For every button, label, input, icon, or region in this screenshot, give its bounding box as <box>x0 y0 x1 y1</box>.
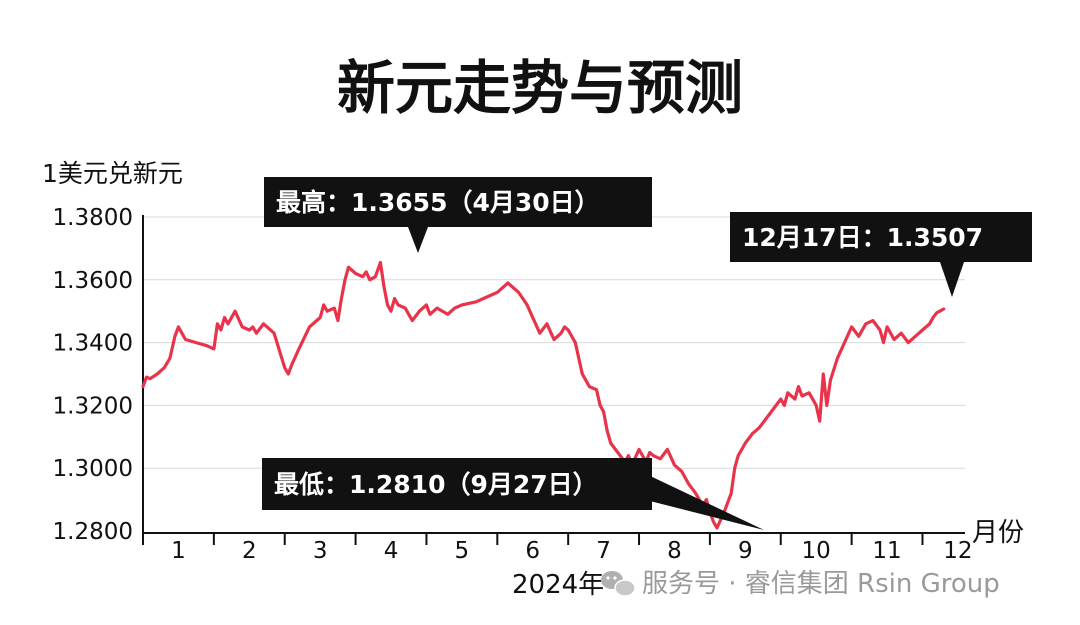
callout-low-box <box>262 458 652 510</box>
x-tick-label: 5 <box>455 538 470 564</box>
callout-high-box <box>264 177 652 227</box>
callout-latest-pointer <box>940 262 964 297</box>
year-label: 2024年 <box>512 570 604 600</box>
y-axis-unit-label: 1美元兑新元 <box>42 159 183 188</box>
x-tick-marks: 1 2 3 4 5 6 7 8 9 10 11 12 <box>142 533 973 564</box>
y-tick-label: 1.3000 <box>53 456 133 482</box>
y-tick-label: 1.3400 <box>53 331 133 357</box>
callout-latest: 12月17日：1.3507 <box>730 212 1032 297</box>
x-tick-label: 2 <box>242 538 257 564</box>
callout-latest-box <box>730 212 1032 262</box>
callout-high-pointer <box>408 227 428 253</box>
x-tick-label: 4 <box>384 538 399 564</box>
watermark: 服务号 · 睿信集团 Rsin Group <box>601 569 1000 599</box>
wechat-icon <box>601 571 636 597</box>
x-tick-label: 1 <box>171 538 186 564</box>
x-tick-label: 11 <box>872 538 901 564</box>
x-tick-label: 8 <box>667 538 682 564</box>
x-tick-label: 3 <box>313 538 328 564</box>
callout-latest-label: 12月17日：1.3507 <box>742 223 983 252</box>
y-tick-label: 1.3200 <box>53 393 133 419</box>
x-tick-label: 9 <box>738 538 753 564</box>
y-tick-label: 1.3800 <box>53 205 133 231</box>
chart-title: 新元走势与预测 <box>337 54 743 122</box>
callout-low-pointer <box>646 474 764 530</box>
callout-high: 最高：1.3655（4月30日） <box>264 177 652 253</box>
watermark-text: 服务号 · 睿信集团 Rsin Group <box>642 569 1000 599</box>
x-tick-label: 7 <box>596 538 611 564</box>
x-tick-label: 10 <box>802 538 831 564</box>
exchange-rate-line <box>141 260 946 530</box>
callout-low: 最低：1.2810（9月27日） <box>262 458 764 530</box>
y-tick-labels: 1.3800 1.3600 1.3400 1.3200 1.3000 1.2800 <box>53 205 133 545</box>
x-axis-unit-label: 月份 <box>972 518 1024 548</box>
x-tick-label: 6 <box>525 538 540 564</box>
x-tick-label: 12 <box>943 538 972 564</box>
callout-high-label: 最高：1.3655（4月30日） <box>276 188 600 217</box>
callout-low-label: 最低：1.2810（9月27日） <box>274 470 598 499</box>
y-tick-label: 1.2800 <box>53 519 133 545</box>
y-tick-label: 1.3600 <box>53 268 133 294</box>
